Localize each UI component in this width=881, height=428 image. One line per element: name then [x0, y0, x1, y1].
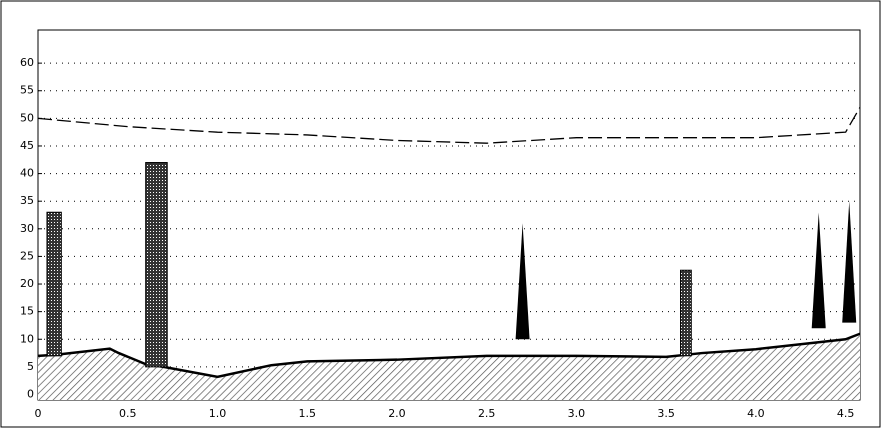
x-tick-label: 2.5 — [478, 407, 496, 420]
y-tick-label: 25 — [20, 249, 34, 262]
y-tick-label: 15 — [20, 305, 34, 318]
column — [680, 269, 692, 357]
x-tick-label: 1.5 — [298, 407, 316, 420]
y-tick-label: 40 — [20, 167, 34, 180]
x-tick-label: 4.0 — [747, 407, 765, 420]
x-tick-label: 0.5 — [119, 407, 137, 420]
y-tick-label: 55 — [20, 84, 34, 97]
y-tick-label: 20 — [20, 277, 34, 290]
spike — [515, 223, 530, 340]
y-tick-label: 45 — [20, 139, 34, 152]
terrain-area — [38, 333, 860, 400]
terrain-line — [37, 332, 861, 379]
x-tick-label: 4.5 — [837, 407, 855, 420]
x-tick-label: 2.0 — [388, 407, 406, 420]
y-tick-label: 35 — [20, 194, 34, 207]
level-line — [37, 106, 861, 144]
x-tick-label: 3.0 — [568, 407, 586, 420]
column — [46, 211, 62, 357]
y-tick-label: 10 — [20, 332, 34, 345]
x-tick-label: 1.0 — [209, 407, 227, 420]
x-tick-label: 3.5 — [657, 407, 675, 420]
spike — [811, 212, 826, 329]
y-tick-label: 5 — [27, 360, 34, 373]
y-tick-label: 30 — [20, 222, 34, 235]
column — [145, 162, 168, 368]
y-tick-label: 0 — [27, 387, 34, 400]
y-tick-label: 60 — [20, 56, 34, 69]
spike — [842, 201, 857, 323]
y-tick-label: 50 — [20, 111, 34, 124]
x-tick-label: 0 — [35, 407, 42, 420]
